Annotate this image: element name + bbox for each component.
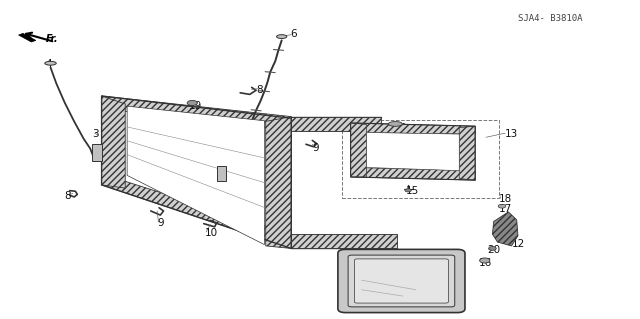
Circle shape	[498, 204, 506, 208]
Bar	[92, 144, 102, 161]
Text: 9: 9	[157, 218, 164, 228]
Text: SJA4- B3810A: SJA4- B3810A	[518, 14, 582, 23]
Text: 14: 14	[394, 123, 406, 133]
Polygon shape	[351, 123, 367, 177]
Text: 1: 1	[92, 148, 99, 158]
Polygon shape	[266, 117, 291, 249]
Text: 15: 15	[406, 186, 419, 196]
Text: 4: 4	[45, 59, 52, 69]
Polygon shape	[351, 167, 475, 180]
FancyBboxPatch shape	[348, 255, 455, 307]
Polygon shape	[492, 212, 518, 246]
Circle shape	[479, 258, 490, 263]
Polygon shape	[102, 96, 125, 188]
Text: 11: 11	[390, 296, 403, 306]
Text: 18: 18	[499, 194, 512, 204]
Text: 5: 5	[224, 213, 231, 223]
FancyBboxPatch shape	[338, 249, 465, 313]
Bar	[216, 166, 226, 181]
Polygon shape	[460, 126, 475, 180]
Text: 16: 16	[478, 258, 492, 268]
Text: Fr.: Fr.	[45, 34, 58, 44]
Ellipse shape	[45, 61, 56, 65]
Text: 12: 12	[511, 239, 525, 249]
Polygon shape	[127, 106, 264, 245]
Text: 9: 9	[312, 143, 319, 153]
Text: 8: 8	[65, 191, 71, 201]
Polygon shape	[291, 117, 381, 131]
Polygon shape	[351, 123, 475, 134]
Polygon shape	[367, 132, 460, 171]
Text: 10: 10	[205, 227, 218, 238]
Text: 6: 6	[290, 29, 296, 39]
Ellipse shape	[388, 122, 403, 126]
Text: 2: 2	[221, 169, 228, 179]
Polygon shape	[102, 96, 291, 131]
Text: 3: 3	[92, 129, 99, 139]
Text: 20: 20	[487, 245, 500, 255]
Text: 19: 19	[189, 100, 202, 110]
Text: 13: 13	[505, 129, 518, 139]
Text: 8: 8	[256, 85, 263, 95]
Text: 17: 17	[499, 204, 512, 214]
Circle shape	[405, 189, 412, 192]
Polygon shape	[102, 174, 291, 249]
Bar	[342, 120, 499, 197]
FancyBboxPatch shape	[355, 259, 449, 303]
Text: 7: 7	[224, 204, 231, 214]
Polygon shape	[291, 234, 397, 249]
Circle shape	[187, 100, 197, 106]
Ellipse shape	[276, 35, 287, 39]
Polygon shape	[19, 33, 36, 42]
Circle shape	[488, 247, 496, 250]
